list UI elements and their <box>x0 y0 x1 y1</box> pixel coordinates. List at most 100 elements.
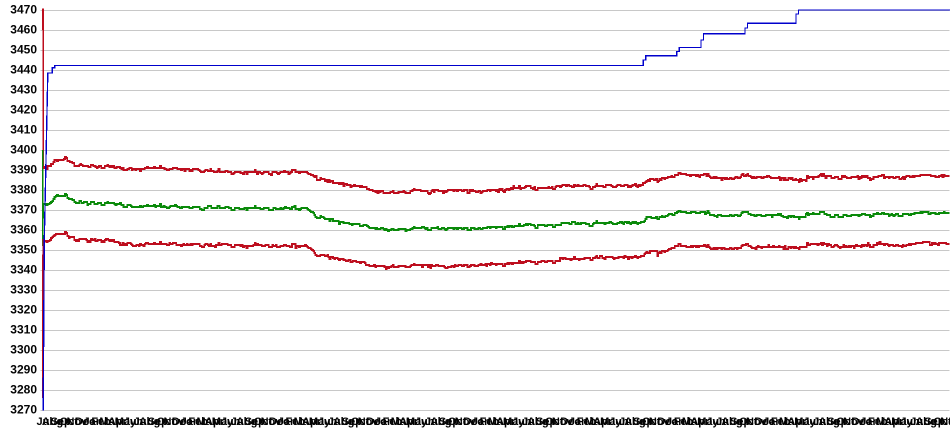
svg-text:Sep: Sep <box>633 416 653 428</box>
svg-text:Apr: Apr <box>690 416 710 428</box>
svg-text:Mar: Mar <box>779 416 799 428</box>
svg-text:Apr: Apr <box>399 416 419 428</box>
svg-text:Mar: Mar <box>197 416 217 428</box>
svg-text:Feb: Feb <box>286 416 306 428</box>
svg-text:Jan: Jan <box>666 416 685 428</box>
svg-text:Dec: Dec <box>754 416 774 428</box>
svg-text:3320: 3320 <box>10 302 37 316</box>
svg-text:3360: 3360 <box>10 222 37 236</box>
svg-text:Oct: Oct <box>933 416 950 428</box>
svg-text:3310: 3310 <box>10 322 37 336</box>
svg-text:3400: 3400 <box>10 142 37 156</box>
svg-text:Nov: Nov <box>940 416 950 428</box>
svg-text:Aug: Aug <box>42 416 63 428</box>
svg-text:May: May <box>309 416 331 428</box>
svg-text:Dec: Dec <box>463 416 483 428</box>
svg-text:Jun: Jun <box>609 416 629 428</box>
svg-text:Oct: Oct <box>642 416 661 428</box>
svg-text:May: May <box>891 416 913 428</box>
svg-text:Mar: Mar <box>488 416 508 428</box>
svg-text:3430: 3430 <box>10 82 37 96</box>
svg-text:Oct: Oct <box>739 416 758 428</box>
svg-text:Nov: Nov <box>358 416 380 428</box>
svg-text:Nov: Nov <box>649 416 671 428</box>
svg-text:Jan: Jan <box>375 416 394 428</box>
svg-text:3440: 3440 <box>10 62 37 76</box>
svg-text:Aug: Aug <box>721 416 742 428</box>
svg-text:Jul: Jul <box>716 416 732 428</box>
svg-text:Oct: Oct <box>448 416 467 428</box>
svg-text:Nov: Nov <box>67 416 89 428</box>
svg-text:May: May <box>212 416 234 428</box>
svg-text:Apr: Apr <box>205 416 225 428</box>
svg-text:3420: 3420 <box>10 102 37 116</box>
svg-text:Sep: Sep <box>245 416 265 428</box>
svg-text:Dec: Dec <box>366 416 386 428</box>
svg-text:3300: 3300 <box>10 342 37 356</box>
svg-text:Jun: Jun <box>221 416 241 428</box>
svg-text:Dec: Dec <box>75 416 95 428</box>
svg-text:Apr: Apr <box>884 416 904 428</box>
svg-text:Jan: Jan <box>569 416 588 428</box>
svg-text:Mar: Mar <box>391 416 411 428</box>
svg-text:Feb: Feb <box>577 416 597 428</box>
svg-text:Jun: Jun <box>318 416 338 428</box>
svg-text:Nov: Nov <box>746 416 768 428</box>
svg-text:Jul: Jul <box>813 416 829 428</box>
svg-text:Jan: Jan <box>84 416 103 428</box>
svg-text:Oct: Oct <box>157 416 176 428</box>
svg-text:Jun: Jun <box>415 416 435 428</box>
svg-text:Jun: Jun <box>124 416 144 428</box>
svg-text:Apr: Apr <box>302 416 322 428</box>
svg-text:Mar: Mar <box>585 416 605 428</box>
svg-text:Sep: Sep <box>439 416 459 428</box>
svg-text:3470: 3470 <box>10 2 37 16</box>
svg-text:Jul: Jul <box>328 416 344 428</box>
svg-text:3270: 3270 <box>10 402 37 416</box>
svg-text:Dec: Dec <box>269 416 289 428</box>
svg-text:Sep: Sep <box>148 416 168 428</box>
svg-text:Dec: Dec <box>852 416 872 428</box>
svg-text:Jul: Jul <box>910 416 926 428</box>
svg-text:Aug: Aug <box>139 416 160 428</box>
svg-text:Feb: Feb <box>480 416 500 428</box>
svg-text:May: May <box>794 416 816 428</box>
svg-text:Feb: Feb <box>383 416 403 428</box>
svg-text:Mar: Mar <box>294 416 314 428</box>
svg-text:Jun: Jun <box>706 416 726 428</box>
svg-text:Nov: Nov <box>455 416 477 428</box>
svg-text:Sep: Sep <box>51 416 71 428</box>
svg-text:Jun: Jun <box>900 416 920 428</box>
svg-text:Jun: Jun <box>803 416 823 428</box>
svg-text:Jul: Jul <box>231 416 247 428</box>
svg-text:Jan: Jan <box>472 416 491 428</box>
svg-text:3340: 3340 <box>10 262 37 276</box>
svg-text:Aug: Aug <box>236 416 257 428</box>
svg-text:Feb: Feb <box>868 416 888 428</box>
svg-text:Nov: Nov <box>164 416 186 428</box>
svg-text:Dec: Dec <box>560 416 580 428</box>
svg-text:Nov: Nov <box>843 416 865 428</box>
svg-text:Sep: Sep <box>342 416 362 428</box>
svg-text:Jul: Jul <box>522 416 538 428</box>
svg-text:Apr: Apr <box>593 416 613 428</box>
svg-text:Aug: Aug <box>333 416 354 428</box>
svg-text:Jan: Jan <box>860 416 879 428</box>
svg-text:Feb: Feb <box>771 416 791 428</box>
svg-text:Sep: Sep <box>730 416 750 428</box>
svg-text:Feb: Feb <box>674 416 694 428</box>
svg-text:Feb: Feb <box>188 416 208 428</box>
svg-text:Jun: Jun <box>512 416 532 428</box>
svg-text:Oct: Oct <box>351 416 370 428</box>
svg-text:3460: 3460 <box>10 22 37 36</box>
svg-text:3410: 3410 <box>10 122 37 136</box>
svg-text:Sep: Sep <box>827 416 847 428</box>
svg-text:Oct: Oct <box>545 416 564 428</box>
svg-text:3380: 3380 <box>10 182 37 196</box>
svg-text:3330: 3330 <box>10 282 37 296</box>
svg-text:Jan: Jan <box>278 416 297 428</box>
svg-text:Apr: Apr <box>787 416 807 428</box>
svg-text:Aug: Aug <box>430 416 451 428</box>
svg-text:3350: 3350 <box>10 242 37 256</box>
svg-text:Nov: Nov <box>552 416 574 428</box>
